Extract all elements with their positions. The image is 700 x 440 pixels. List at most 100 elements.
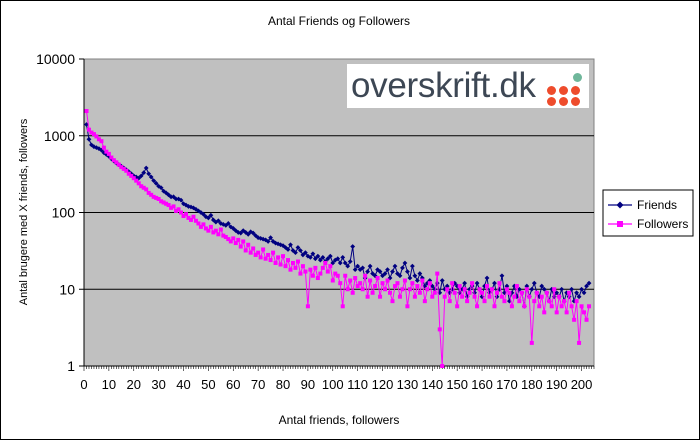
data-point-followers xyxy=(141,185,146,190)
legend-label-friends: Friends xyxy=(637,198,677,212)
data-point-followers xyxy=(313,265,318,270)
data-point-followers xyxy=(243,248,248,253)
data-point-followers xyxy=(442,294,447,299)
data-point-followers xyxy=(300,264,305,269)
data-point-friends xyxy=(335,256,341,262)
data-point-followers xyxy=(290,260,295,265)
legend-label-followers: Followers xyxy=(637,217,688,231)
data-point-friends xyxy=(576,294,582,300)
data-point-followers xyxy=(537,304,542,309)
x-tick-label: 40 xyxy=(176,377,190,392)
data-point-followers xyxy=(579,304,584,309)
logo-dot xyxy=(571,86,580,95)
data-point-followers xyxy=(365,294,370,299)
data-point-followers xyxy=(363,273,368,278)
data-point-friends xyxy=(467,286,473,292)
data-point-friends xyxy=(141,170,147,176)
y-tick-label: 10 xyxy=(59,281,75,297)
data-point-followers xyxy=(475,304,480,309)
data-point-friends xyxy=(390,269,395,274)
data-point-followers xyxy=(325,269,330,274)
data-point-followers xyxy=(557,294,562,299)
data-point-followers xyxy=(348,278,353,283)
data-point-friends xyxy=(136,175,142,181)
data-point-followers xyxy=(136,181,141,186)
data-point-friends xyxy=(153,180,159,186)
data-point-followers xyxy=(124,168,129,173)
data-point-followers xyxy=(174,208,179,213)
grid-lines xyxy=(84,135,594,290)
data-point-followers xyxy=(129,173,134,178)
data-point-friends xyxy=(138,173,144,179)
data-point-friends xyxy=(559,286,565,292)
data-point-followers xyxy=(572,317,577,322)
x-axis: 0 10 20 30 40 50 60 70 80 90 100 110 120 130 140 150 160… xyxy=(80,365,595,392)
data-point-followers xyxy=(465,299,470,304)
data-point-followers xyxy=(574,299,579,304)
data-point-followers xyxy=(241,239,246,244)
data-point-friends xyxy=(385,267,390,273)
x-tick-label: 110 xyxy=(347,377,368,392)
data-point-friends xyxy=(213,219,219,225)
data-point-followers xyxy=(335,273,340,278)
data-point-followers xyxy=(527,294,532,299)
x-tick-label: 70 xyxy=(251,377,265,392)
data-point-followers xyxy=(86,127,91,132)
data-point-friends xyxy=(273,240,278,246)
data-point-followers xyxy=(388,290,392,295)
data-point-friends xyxy=(462,280,468,286)
data-point-friends xyxy=(288,242,293,248)
data-point-followers xyxy=(154,195,159,200)
data-point-friends xyxy=(146,171,152,177)
y-axis: 1 10 100 1000 10000 xyxy=(36,51,85,374)
data-point-followers xyxy=(276,255,281,260)
data-point-followers xyxy=(213,228,218,233)
data-point-followers xyxy=(410,281,415,286)
data-point-followers xyxy=(121,166,126,171)
y-tick-label: 100 xyxy=(52,205,76,221)
data-point-followers xyxy=(353,276,358,281)
data-point-friends xyxy=(387,275,393,281)
data-point-friends xyxy=(357,267,363,273)
data-point-friends xyxy=(360,265,366,271)
logo-dot xyxy=(559,97,568,106)
data-point-followers xyxy=(373,284,378,289)
data-point-followers xyxy=(432,290,437,295)
data-point-followers xyxy=(447,299,452,304)
data-point-friends xyxy=(143,165,149,171)
data-point-followers xyxy=(405,304,410,309)
data-point-followers xyxy=(186,215,191,220)
data-point-followers xyxy=(193,218,198,223)
data-point-friends xyxy=(541,286,547,292)
data-point-friends xyxy=(412,273,418,279)
x-tick-label: 140 xyxy=(421,377,443,392)
data-point-followers xyxy=(378,294,383,299)
data-point-followers xyxy=(385,278,390,283)
data-point-followers xyxy=(490,287,494,292)
data-point-friends xyxy=(298,248,303,253)
data-point-followers xyxy=(303,269,308,274)
data-point-followers xyxy=(430,294,435,299)
data-point-friends xyxy=(265,239,271,244)
data-point-friends xyxy=(342,260,348,266)
data-point-friends xyxy=(347,259,353,264)
data-point-friends xyxy=(350,244,356,249)
data-point-followers xyxy=(248,250,253,255)
data-point-friends xyxy=(99,147,104,153)
data-point-friends xyxy=(201,211,206,217)
data-point-followers xyxy=(577,340,582,345)
data-point-friends xyxy=(186,204,191,209)
data-point-friends xyxy=(355,263,361,269)
data-point-friends xyxy=(332,257,338,263)
data-point-friends xyxy=(193,206,199,212)
data-point-followers xyxy=(343,273,348,278)
data-point-friends xyxy=(268,235,273,241)
data-point-friends xyxy=(340,255,346,260)
data-point-friends xyxy=(554,290,560,296)
data-point-followers xyxy=(261,247,266,252)
data-point-followers xyxy=(368,278,373,283)
data-point-followers xyxy=(305,304,310,309)
data-point-friends xyxy=(337,260,343,266)
data-point-followers xyxy=(412,294,417,299)
